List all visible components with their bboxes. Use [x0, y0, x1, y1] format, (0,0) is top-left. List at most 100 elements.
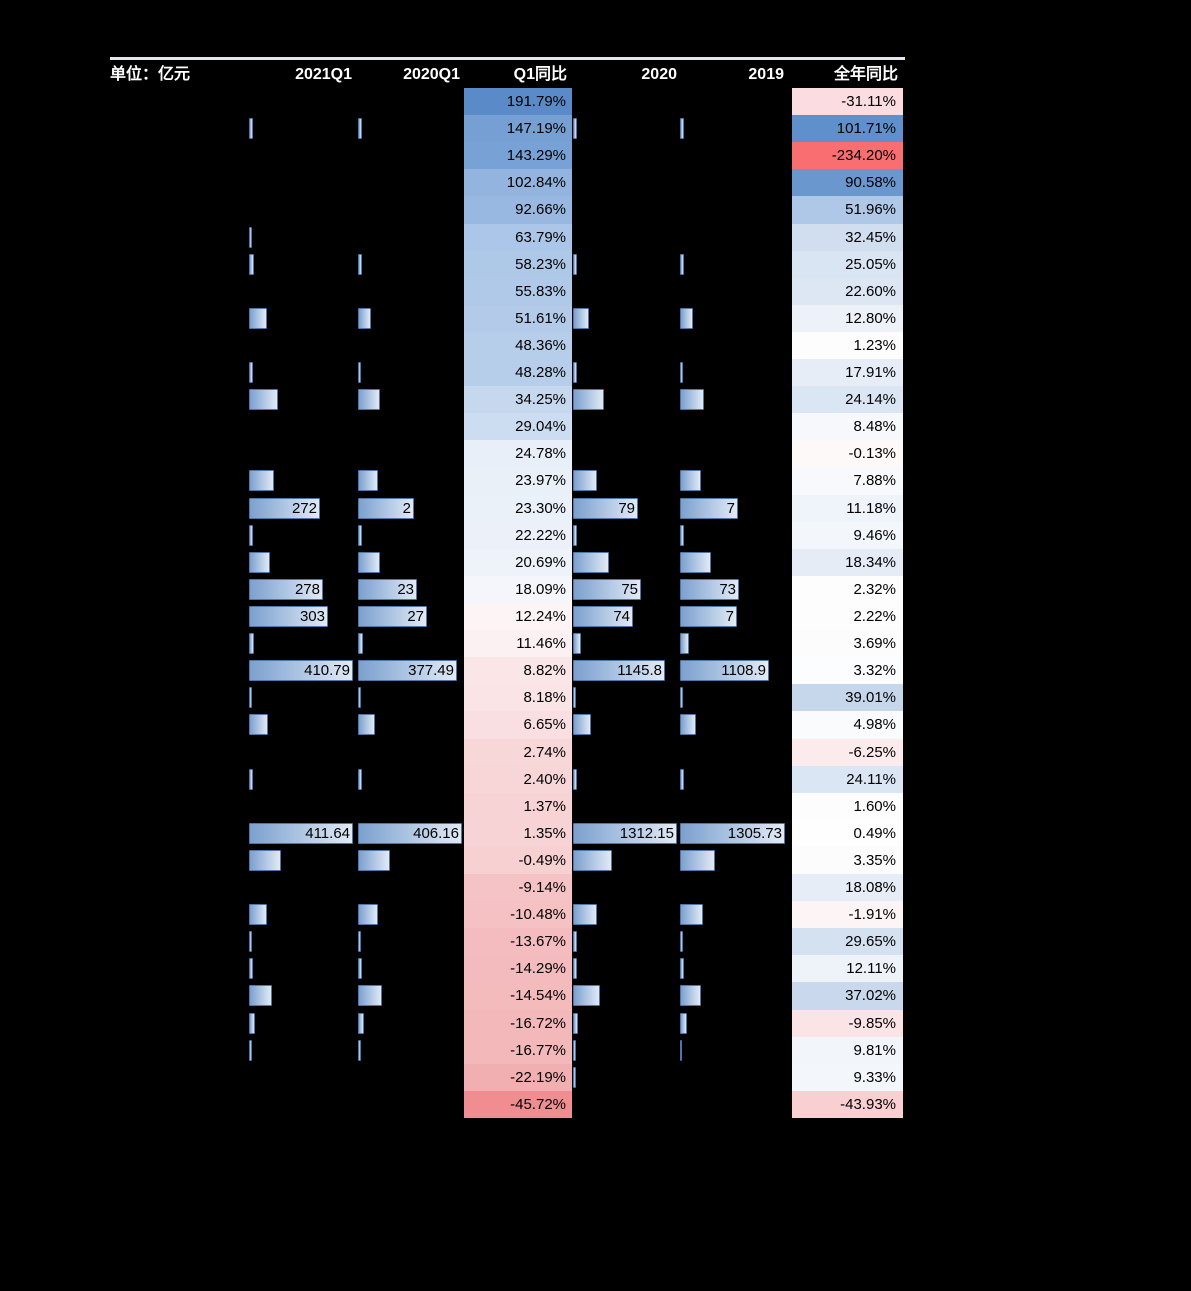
- fy-yoy-cell: 9.33%: [792, 1063, 903, 1091]
- bar-2020q1: [358, 524, 362, 546]
- bar-2021q1-label: 410.79: [304, 662, 350, 680]
- bar-2019: [680, 470, 701, 492]
- bar-2020q1: [358, 985, 382, 1007]
- fy-yoy-cell: 17.91%: [792, 359, 903, 387]
- table-row: 29.04% 8.48%: [0, 413, 1191, 441]
- q1-yoy-cell: 147.19%: [464, 115, 572, 143]
- bar-2021q1: [249, 253, 254, 275]
- bar-2020q1-label: 27: [407, 607, 424, 625]
- bar-2020q1-label: 406.16: [413, 824, 459, 842]
- fy-yoy-cell: 25.05%: [792, 250, 903, 278]
- bar-2021q1: [249, 714, 268, 736]
- table-row: 24.78% -0.13%: [0, 440, 1191, 468]
- q1-yoy-cell: -14.29%: [464, 955, 572, 983]
- bar-2020: [573, 958, 577, 980]
- q1-yoy-cell: 8.18%: [464, 684, 572, 712]
- fy-yoy-cell: -234.20%: [792, 142, 903, 170]
- table-row: 34.25% 24.14%: [0, 386, 1191, 414]
- q1-yoy-cell: 102.84%: [464, 169, 572, 197]
- fy-yoy-cell: 4.98%: [792, 711, 903, 739]
- table-row: 278 23 75 73 18.09% 2.32%: [0, 575, 1191, 604]
- bar-2019: [680, 307, 693, 329]
- bar-2020-label: 75: [621, 580, 638, 598]
- bar-2019: [680, 253, 684, 275]
- fy-yoy-cell: 24.11%: [792, 765, 903, 793]
- bar-2020: 75: [573, 578, 641, 600]
- fy-yoy-cell: 1.60%: [792, 792, 903, 820]
- bar-2021q1: 411.64: [249, 822, 353, 844]
- fy-yoy-cell: 2.32%: [792, 575, 903, 604]
- fy-yoy-cell: 101.71%: [792, 115, 903, 143]
- bar-2020q1: [358, 633, 363, 655]
- bar-2021q1: [249, 551, 270, 573]
- q1-yoy-cell: 11.46%: [464, 630, 572, 658]
- bar-2020: [573, 1012, 578, 1034]
- table-row: -45.72% -43.93%: [0, 1090, 1191, 1119]
- fy-yoy-cell: 0.49%: [792, 819, 903, 848]
- table-row: -0.49% 3.35%: [0, 846, 1191, 875]
- bar-2020q1: 2: [358, 497, 414, 519]
- q1-yoy-cell: 20.69%: [464, 548, 572, 576]
- table-row: 147.19% 101.71%: [0, 115, 1191, 143]
- bar-2020: [573, 307, 589, 329]
- bar-2019: [680, 687, 683, 709]
- bar-2020: [573, 633, 581, 655]
- bar-2020: [573, 118, 577, 140]
- bar-2020: [573, 931, 577, 953]
- bar-2020: [573, 768, 577, 790]
- bar-2020-label: 74: [613, 607, 630, 625]
- bar-2019: [680, 904, 703, 926]
- bar-2020q1: 377.49: [358, 660, 457, 682]
- bar-2020: [573, 687, 576, 709]
- column-header-2019: 2019: [748, 66, 784, 83]
- bar-2019-label: 73: [719, 580, 736, 598]
- q1-yoy-cell: 2.74%: [464, 738, 572, 766]
- bar-2020: [573, 551, 609, 573]
- fy-yoy-cell: 37.02%: [792, 982, 903, 1010]
- column-header-fy-yoy: 全年同比: [833, 66, 898, 83]
- table-row: 6.65% 4.98%: [0, 711, 1191, 739]
- q1-yoy-cell: 51.61%: [464, 304, 572, 333]
- bar-2020: [573, 714, 591, 736]
- column-header-unit: 单位：亿元: [110, 66, 191, 83]
- bar-2020q1: [358, 118, 362, 140]
- bar-2019: 7: [680, 497, 738, 519]
- fy-yoy-cell: 11.18%: [792, 494, 903, 522]
- q1-yoy-cell: 23.97%: [464, 467, 572, 495]
- bar-2020q1: [358, 1039, 361, 1061]
- table-row: 48.36% 1.23%: [0, 331, 1191, 360]
- bar-2021q1: 272: [249, 497, 320, 519]
- table-row: -10.48% -1.91%: [0, 901, 1191, 929]
- table-row: 143.29% -234.20%: [0, 142, 1191, 170]
- bar-2019: 73: [680, 578, 739, 600]
- table-row: 303 27 74 7 12.24% 2.22%: [0, 602, 1191, 631]
- table-row: 2.40% 24.11%: [0, 765, 1191, 794]
- fy-yoy-cell: -0.13%: [792, 440, 903, 468]
- fy-yoy-cell: 2.22%: [792, 602, 903, 631]
- table-row: 63.79% 32.45%: [0, 223, 1191, 252]
- bar-2020: 74: [573, 605, 633, 627]
- fy-yoy-cell: 32.45%: [792, 223, 903, 251]
- bar-2020: [573, 524, 577, 546]
- bar-2021q1: [249, 389, 278, 411]
- bar-2020q1: [358, 389, 380, 411]
- bar-2021q1: [249, 524, 253, 546]
- q1-yoy-cell: 18.09%: [464, 575, 572, 604]
- q1-yoy-cell: 1.35%: [464, 819, 572, 848]
- q1-yoy-cell: 2.40%: [464, 765, 572, 793]
- table-top-rule: [110, 57, 905, 60]
- fy-yoy-cell: 39.01%: [792, 684, 903, 712]
- q1-yoy-cell: -13.67%: [464, 928, 572, 956]
- bar-2020: [573, 389, 604, 411]
- bar-2019: [680, 985, 701, 1007]
- table-row: 191.79% -31.11%: [0, 88, 1191, 116]
- bar-2020q1-label: 2: [402, 499, 411, 517]
- table-row: 55.83% 22.60%: [0, 277, 1191, 306]
- table-row: -13.67% 29.65%: [0, 928, 1191, 956]
- q1-yoy-cell: 63.79%: [464, 223, 572, 251]
- bar-2019: [680, 118, 684, 140]
- bar-2019: [680, 849, 715, 871]
- table-row: 11.46% 3.69%: [0, 630, 1191, 658]
- table-row: 410.79 377.49 1145.8 1108.9 8.82% 3.32%: [0, 657, 1191, 685]
- q1-yoy-cell: -16.77%: [464, 1036, 572, 1064]
